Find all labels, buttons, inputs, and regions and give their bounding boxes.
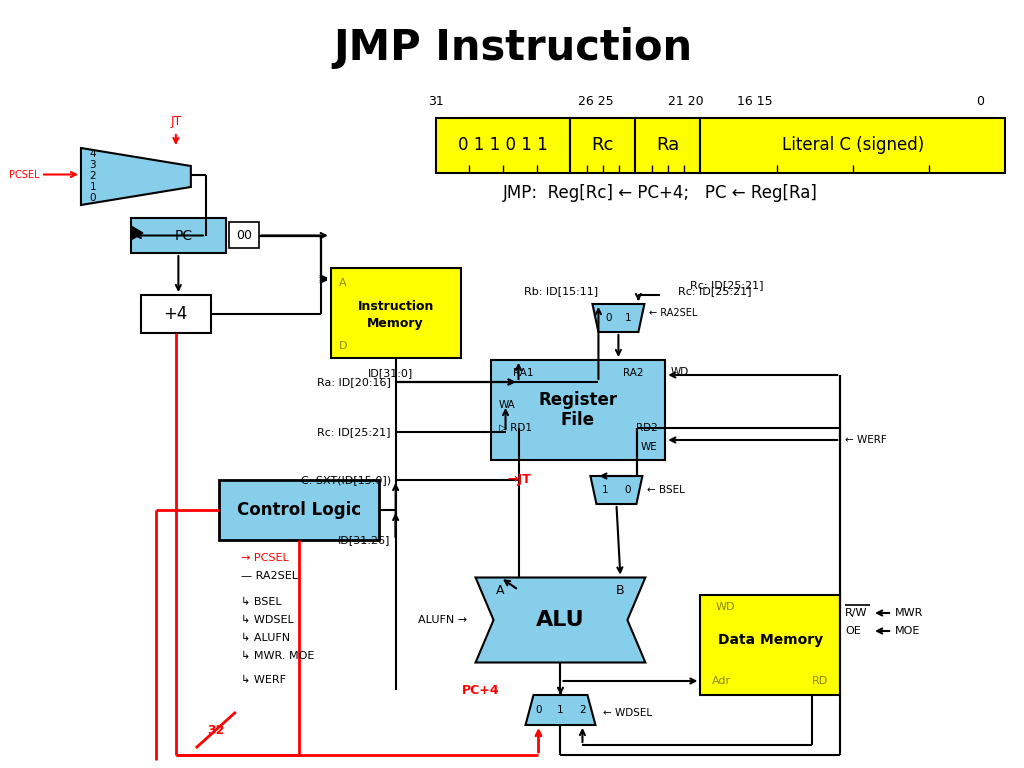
Text: PC+4: PC+4 xyxy=(462,684,500,697)
Text: ← RA2SEL: ← RA2SEL xyxy=(649,308,697,318)
Bar xyxy=(636,118,700,173)
Text: Register: Register xyxy=(539,391,617,409)
Text: 0: 0 xyxy=(625,485,631,495)
Text: ← WDSEL: ← WDSEL xyxy=(603,708,652,718)
Text: Data Memory: Data Memory xyxy=(718,633,823,647)
Text: WE: WE xyxy=(641,442,657,452)
Polygon shape xyxy=(81,148,190,205)
Text: WD: WD xyxy=(671,367,688,377)
Text: MWR: MWR xyxy=(895,608,924,618)
Text: 1: 1 xyxy=(602,485,608,495)
Text: Rc: ID[25:21]: Rc: ID[25:21] xyxy=(690,280,764,290)
Text: 4: 4 xyxy=(90,149,96,159)
Text: 0: 0 xyxy=(605,313,611,323)
Text: 0: 0 xyxy=(90,193,96,203)
Text: Literal C (signed): Literal C (signed) xyxy=(781,137,924,154)
Bar xyxy=(700,118,1005,173)
Text: Rc: ID[25:21]: Rc: ID[25:21] xyxy=(678,286,752,296)
Text: 00: 00 xyxy=(236,229,252,242)
Bar xyxy=(570,118,636,173)
Text: ↳ WDSEL: ↳ WDSEL xyxy=(241,615,294,625)
Text: A: A xyxy=(339,278,346,288)
Text: RD2: RD2 xyxy=(636,423,657,433)
Text: A: A xyxy=(497,584,505,597)
Text: RA1: RA1 xyxy=(513,368,534,378)
Polygon shape xyxy=(475,578,645,663)
Text: MOE: MOE xyxy=(895,626,921,636)
Text: → PCSEL: → PCSEL xyxy=(241,553,289,563)
Text: +4: +4 xyxy=(164,305,188,323)
Text: Ra: ID[20:16]: Ra: ID[20:16] xyxy=(316,377,390,387)
Text: 21 20: 21 20 xyxy=(668,95,703,108)
Text: ID[31:0]: ID[31:0] xyxy=(368,368,414,378)
Text: RD: RD xyxy=(812,676,828,686)
Text: D: D xyxy=(339,341,347,351)
Text: PC: PC xyxy=(174,229,193,243)
Polygon shape xyxy=(131,226,143,240)
Text: JMP Instruction: JMP Instruction xyxy=(333,27,692,69)
Text: 3: 3 xyxy=(90,160,96,170)
Text: ALUFN →: ALUFN → xyxy=(419,615,468,625)
Polygon shape xyxy=(593,304,644,332)
Bar xyxy=(228,222,259,248)
Text: 32: 32 xyxy=(207,723,224,737)
Text: ← WERF: ← WERF xyxy=(845,435,887,445)
Bar xyxy=(435,118,570,173)
Text: ← BSEL: ← BSEL xyxy=(647,485,685,495)
Text: 0: 0 xyxy=(976,95,984,108)
Text: 1: 1 xyxy=(557,705,564,715)
Text: 26 25: 26 25 xyxy=(578,95,613,108)
Polygon shape xyxy=(591,476,642,504)
Text: File: File xyxy=(561,411,595,429)
Text: C: SXT(ID[15:0]): C: SXT(ID[15:0]) xyxy=(300,475,390,485)
Text: ID[31:26]: ID[31:26] xyxy=(338,535,390,545)
Text: 0: 0 xyxy=(536,705,542,715)
Text: PCSEL: PCSEL xyxy=(8,170,39,180)
Text: Rc: ID[25:21]: Rc: ID[25:21] xyxy=(317,427,390,437)
Text: — RA2SEL: — RA2SEL xyxy=(241,571,298,581)
Bar xyxy=(141,295,211,333)
Text: 1: 1 xyxy=(625,313,632,323)
Text: RA2: RA2 xyxy=(623,368,643,378)
Text: WA: WA xyxy=(499,400,515,410)
Text: ▷ RD1: ▷ RD1 xyxy=(499,423,531,433)
Text: 2: 2 xyxy=(90,170,96,180)
Text: 1: 1 xyxy=(90,182,96,192)
Text: Rc: Rc xyxy=(592,137,614,154)
Polygon shape xyxy=(525,695,595,725)
Text: Control Logic: Control Logic xyxy=(237,501,360,519)
Text: Memory: Memory xyxy=(368,316,424,329)
Text: B: B xyxy=(616,584,625,597)
Text: OE: OE xyxy=(845,626,861,636)
Text: Adr: Adr xyxy=(713,676,731,686)
Text: JMP:  Reg[Rc] ← PC+4;   PC ← Reg[Ra]: JMP: Reg[Rc] ← PC+4; PC ← Reg[Ra] xyxy=(503,184,818,202)
Text: 0 1 1 0 1 1: 0 1 1 0 1 1 xyxy=(458,137,548,154)
Bar xyxy=(219,480,379,540)
Text: JT: JT xyxy=(170,115,181,128)
Text: Ra: Ra xyxy=(656,137,680,154)
Bar xyxy=(331,268,461,358)
Text: ↳ BSEL: ↳ BSEL xyxy=(241,597,282,607)
Bar xyxy=(131,218,226,253)
Text: ↳ ALUFN: ↳ ALUFN xyxy=(241,633,290,643)
Bar xyxy=(700,595,840,695)
Text: WD: WD xyxy=(716,602,735,612)
Text: Instruction: Instruction xyxy=(357,300,434,313)
Text: →JT: →JT xyxy=(508,474,531,486)
Text: 2: 2 xyxy=(580,705,586,715)
Text: R/W: R/W xyxy=(845,608,867,618)
Text: ↳ WERF: ↳ WERF xyxy=(241,675,286,685)
Bar xyxy=(490,360,666,460)
Text: Rb: ID[15:11]: Rb: ID[15:11] xyxy=(524,286,598,296)
Text: ↳ MWR. MOE: ↳ MWR. MOE xyxy=(241,651,314,661)
Text: 16 15: 16 15 xyxy=(737,95,773,108)
Text: 31: 31 xyxy=(428,95,443,108)
Text: ALU: ALU xyxy=(537,610,585,630)
